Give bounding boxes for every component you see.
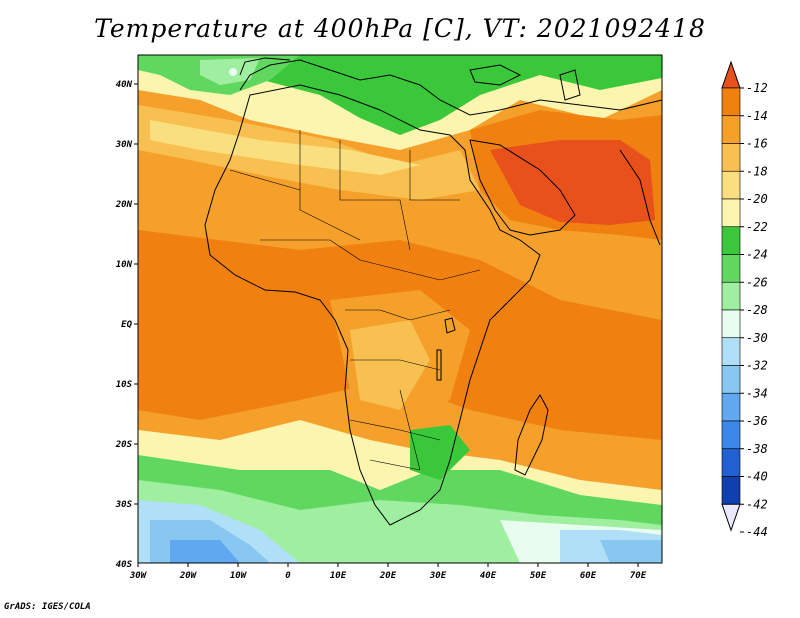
colorbar-segment	[721, 226, 741, 255]
colorbar-label: -40	[746, 470, 768, 484]
colorbar-segment	[721, 309, 741, 339]
colorbar-segment	[721, 254, 741, 283]
colorbar-label: -38	[746, 442, 768, 456]
lon-label: 60E	[580, 571, 597, 581]
colorbar-segment	[721, 337, 741, 366]
colorbar-label: -14	[746, 109, 768, 123]
lon-label: 10E	[330, 571, 347, 581]
latitude-ticks	[134, 83, 138, 505]
colorbar-label: -44	[746, 525, 768, 539]
lon-label: 0	[285, 571, 291, 581]
colorbar-label: -34	[746, 386, 768, 400]
colorbar-segment	[721, 476, 741, 505]
colorbar-label: -28	[746, 303, 768, 317]
latitude-labels: 40N 30N 20N 10N EQ 10S 20S 30S 40S	[115, 80, 133, 570]
longitude-labels: 30W 20W 10W 0 10E 20E 30E 40E 50E 60E 70…	[129, 571, 647, 581]
lon-label: 30W	[129, 571, 148, 581]
lat-label: 30S	[115, 500, 133, 510]
lon-label: 70E	[630, 571, 647, 581]
colorbar-label: -22	[746, 220, 768, 234]
country-borders	[229, 130, 481, 471]
lat-label: EQ	[121, 320, 132, 330]
lon-label: 10W	[230, 571, 248, 581]
colorbar-label: -20	[746, 192, 768, 206]
lon-label: 30E	[429, 571, 447, 581]
lat-label: 40N	[116, 80, 133, 90]
lon-label: 50E	[530, 571, 547, 581]
colorbar-segment	[721, 448, 741, 477]
longitude-ticks	[137, 563, 639, 567]
colorbar-label: -16	[746, 137, 768, 151]
lat-label: 20S	[115, 440, 133, 450]
colorbar-segment	[721, 87, 741, 117]
colorbar-label: -42	[746, 497, 768, 511]
colorbar-label: -32	[746, 359, 768, 373]
lon-label: 20W	[179, 571, 198, 581]
grads-credit: GrADS: IGES/COLA	[4, 602, 91, 612]
lon-label: 40E	[480, 571, 497, 581]
colorbar-segment	[721, 365, 741, 394]
colorbar-segment	[721, 281, 741, 311]
lat-label: 30N	[115, 140, 133, 150]
colorbar-label: -24	[746, 248, 768, 262]
colorbar-segment	[721, 115, 741, 144]
map-title: Temperature at 400hPa [C], VT: 202109241…	[94, 14, 706, 43]
temperature-field	[138, 55, 662, 563]
colorbar-label: -26	[746, 275, 768, 289]
colorbar-segment	[721, 392, 741, 422]
colorbar-label: -12	[746, 81, 768, 95]
colorbar-segment	[721, 143, 741, 172]
colorbar-segment	[721, 198, 741, 228]
coastlines	[204, 57, 662, 526]
lon-label: 20E	[379, 571, 397, 581]
colorbar-segment	[721, 170, 741, 200]
lat-label: 20N	[115, 200, 133, 210]
colorbar-arrow-bottom	[721, 503, 741, 532]
colorbar-arrow-top	[721, 60, 741, 89]
lat-label: 40S	[116, 560, 133, 570]
colorbar-label: -30	[746, 331, 768, 345]
map-frame	[137, 54, 663, 564]
colorbar-label: -36	[746, 414, 768, 428]
colorbar: -12 -14 -16 -18 -20 -22 -24 -26 -28 -30 -32 -34 -36 -…	[721, 60, 768, 539]
lat-label: 10N	[116, 260, 133, 270]
lat-label: 10S	[116, 380, 133, 390]
colorbar-label: -18	[746, 164, 768, 178]
colorbar-segment	[721, 420, 741, 450]
